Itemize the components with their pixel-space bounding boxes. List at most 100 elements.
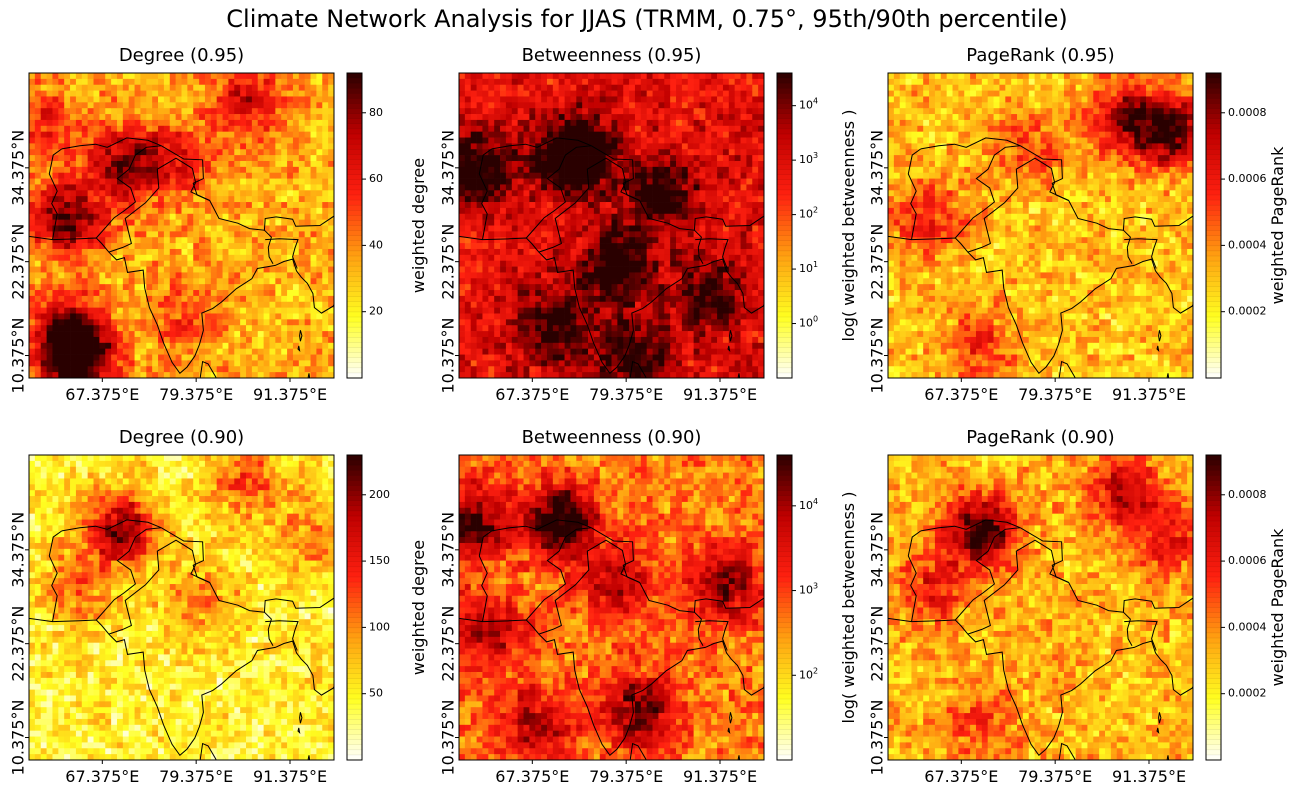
- y-tick-label: 22.375°N: [868, 224, 887, 300]
- country-border: [1019, 527, 1069, 583]
- country-border: [1123, 229, 1133, 265]
- sri-lanka-outline: [199, 360, 217, 378]
- y-tick-label: 10.375°N: [9, 318, 28, 394]
- island-outline: [727, 345, 731, 352]
- heatmap-field: [29, 73, 334, 378]
- country-border: [954, 527, 1021, 621]
- x-tick-label: 67.375°E: [65, 767, 139, 786]
- country-border: [695, 620, 729, 651]
- sri-lanka-outline: [199, 742, 217, 760]
- country-border: [907, 530, 922, 622]
- panel-title: Betweenness (0.95): [522, 45, 702, 66]
- x-tick-label: 67.375°E: [495, 767, 569, 786]
- colorbar-label: log( weighted betweenness ): [839, 492, 858, 724]
- country-border: [478, 148, 493, 240]
- country-border: [1124, 238, 1158, 269]
- colorbar-tick-label: 0.0002: [1228, 305, 1267, 318]
- colorbar-tick-label: 0.0002: [1228, 687, 1267, 700]
- island-outline: [1156, 345, 1160, 352]
- colorbar-tick-label: 102: [799, 666, 818, 682]
- map-frame: [887, 454, 1194, 761]
- x-tick-label: 67.375°E: [924, 767, 998, 786]
- island-outline: [299, 330, 303, 342]
- map-outlines: [888, 519, 1193, 760]
- y-tick-label: 10.375°N: [868, 318, 887, 394]
- country-border: [1068, 200, 1193, 231]
- colorbar-tick-label: 40: [369, 238, 383, 251]
- x-tick-label: 79.375°E: [589, 385, 663, 404]
- country-border: [265, 238, 299, 269]
- island-outline: [737, 755, 741, 760]
- country-border: [590, 527, 640, 583]
- colorbar-frame: [776, 454, 793, 761]
- heatmap-field: [29, 455, 334, 760]
- colorbar-frame: [1205, 454, 1222, 761]
- panel-4: Degree (0.90) 67.375°E 79.375°E 91.375°E 10.…: [9, 427, 429, 786]
- panel-title: Degree (0.95): [119, 45, 244, 66]
- island-outline: [297, 345, 301, 352]
- sri-lanka-outline: [1058, 360, 1076, 378]
- country-border: [95, 527, 162, 621]
- country-border: [265, 620, 299, 651]
- colorbar-tick-label: 103: [799, 581, 818, 597]
- x-tick-label: 79.375°E: [159, 385, 233, 404]
- country-border: [525, 527, 592, 621]
- colorbar-tick-label: 80: [369, 106, 383, 119]
- heatmap-field: [459, 455, 764, 760]
- map-outlines: [459, 519, 764, 760]
- colorbar-label: weighted degree: [409, 540, 428, 675]
- country-border: [48, 530, 63, 622]
- country-border: [1124, 620, 1158, 651]
- map-outlines: [888, 137, 1193, 378]
- country-border: [1068, 582, 1193, 613]
- country-border: [61, 519, 162, 532]
- map-outlines: [29, 519, 334, 760]
- panel-title: Betweenness (0.90): [522, 427, 702, 448]
- colorbar-frame: [346, 454, 363, 761]
- colorbar-frame: [346, 72, 363, 379]
- country-border: [1019, 145, 1069, 201]
- colorbar-tick-label: 104: [799, 96, 818, 112]
- y-tick-label: 10.375°N: [868, 700, 887, 776]
- country-border: [538, 157, 640, 253]
- colorbar-tick-label: 104: [799, 496, 818, 512]
- colorbar-tick-label: 0.0004: [1228, 620, 1267, 633]
- colorbar-tick-label: 200: [369, 488, 390, 501]
- country-border: [525, 145, 592, 239]
- country-border: [264, 611, 274, 647]
- country-border: [954, 145, 1021, 239]
- country-border: [160, 527, 210, 583]
- colorbar-tick-label: 20: [369, 305, 383, 318]
- colorbar-label: log( weighted betweenness ): [839, 110, 858, 342]
- panel-title: Degree (0.90): [119, 427, 244, 448]
- y-tick-label: 34.375°N: [868, 130, 887, 206]
- map-frame: [458, 72, 765, 379]
- colorbar-tick-label: 150: [369, 554, 390, 567]
- colorbar: 20 40 60 80 weighted degree: [346, 72, 428, 379]
- country-border: [491, 519, 592, 532]
- x-tick-label: 79.375°E: [589, 767, 663, 786]
- panel-6: PageRank (0.90) 67.375°E 79.375°E 91.375°E 1…: [868, 427, 1288, 786]
- x-tick-label: 91.375°E: [253, 385, 327, 404]
- country-border: [478, 530, 493, 622]
- y-tick-label: 10.375°N: [439, 700, 458, 776]
- island-outline: [1166, 373, 1170, 378]
- x-tick-label: 91.375°E: [1112, 767, 1186, 786]
- map-frame: [28, 72, 335, 379]
- x-tick-label: 67.375°E: [495, 385, 569, 404]
- y-tick-label: 34.375°N: [9, 512, 28, 588]
- colorbar-tick-label: 0.0008: [1228, 488, 1267, 501]
- island-outline: [1158, 712, 1162, 724]
- sri-lanka-outline: [629, 360, 647, 378]
- x-tick-label: 91.375°E: [683, 385, 757, 404]
- island-outline: [1158, 330, 1162, 342]
- y-tick-label: 34.375°N: [9, 130, 28, 206]
- country-border: [967, 539, 1069, 635]
- country-border: [209, 200, 334, 231]
- coastline: [459, 617, 764, 757]
- colorbar-tick-label: 50: [369, 687, 383, 700]
- country-border: [491, 137, 592, 150]
- x-tick-label: 79.375°E: [1018, 385, 1092, 404]
- y-tick-label: 34.375°N: [868, 512, 887, 588]
- panels: Degree (0.95) 67.375°E 79.375°E 91.375°E 10.…: [9, 45, 1288, 786]
